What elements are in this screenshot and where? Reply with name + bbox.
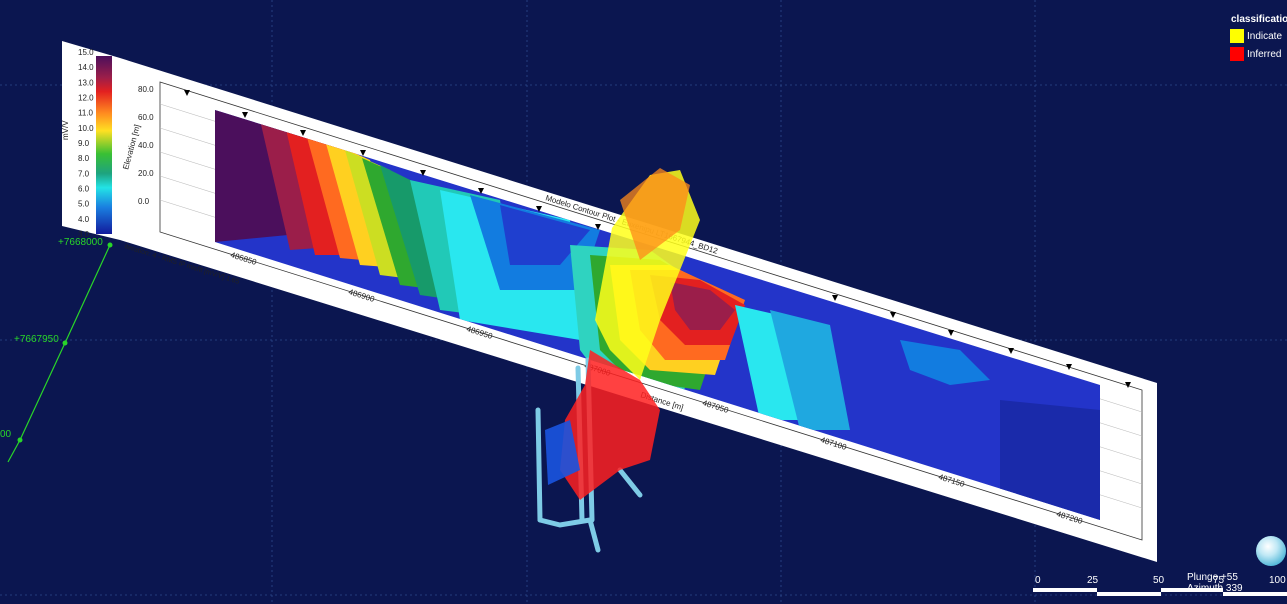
colorbar-tick-label: 12.0 (78, 94, 94, 103)
y-tick-label: 20.0 (138, 169, 154, 178)
plunge-text: Plunge +55 (1187, 572, 1238, 583)
scale-segment (1161, 588, 1223, 592)
scale-tick: 100 (1269, 575, 1286, 586)
y-tick-label: 80.0 (138, 85, 154, 94)
colorbar-tick-label: 11.0 (78, 109, 94, 118)
scale-tick: 25 (1087, 575, 1099, 586)
scale-segment (1097, 592, 1161, 596)
orebody-indicated (595, 168, 700, 380)
colorbar-tick-label: 9.0 (78, 139, 90, 148)
classification-legend: classificatio Indicate Inferred (1229, 14, 1287, 61)
northing-label: 00 (0, 429, 12, 440)
colorbar (96, 56, 112, 234)
scale-tick: 75 (1213, 575, 1225, 586)
colorbar-ticks: 15.0 14.0 13.0 12.0 11.0 10.0 9.0 8.0 7.0 6.0 5.0 4… (78, 48, 94, 239)
colorbar-tick-label: 15.0 (78, 48, 94, 57)
northing-label: +7668000 (58, 237, 103, 248)
y-tick-label: 60.0 (138, 113, 154, 122)
legend-label: Indicate (1247, 30, 1283, 42)
northing-axis: +7668000 +7667950 00 (0, 237, 113, 463)
globe-icon[interactable] (1256, 536, 1286, 566)
legend-item-indicated: Indicate (1230, 29, 1287, 43)
scale-segment (1223, 592, 1287, 596)
colorbar-tick-label: 10.0 (78, 124, 94, 133)
y-axis-ticks: 80.0 60.0 40.0 20.0 0.0 (138, 85, 154, 206)
northing-label: +7667950 (14, 334, 59, 345)
colorbar-unit: mV/V (61, 120, 70, 140)
legend-swatch-inferred (1230, 47, 1244, 61)
colorbar-tick-label: 7.0 (78, 169, 90, 178)
scale-tick: 50 (1153, 575, 1165, 586)
y-tick-label: 0.0 (138, 197, 150, 206)
colorbar-tick-label: 4.0 (78, 215, 90, 224)
legend-title: classificatio (1231, 14, 1287, 25)
colorbar-tick-label: 14.0 (78, 63, 94, 72)
orebody-inferred (545, 350, 660, 500)
y-tick-label: 40.0 (138, 141, 154, 150)
scale-tick: 0 (1035, 575, 1041, 586)
colorbar-panel: 15.0 14.0 13.0 12.0 11.0 10.0 9.0 8.0 7.0 6.0 5.0 4… (61, 41, 120, 240)
scale-bar: 0 25 50 75 100 (1033, 575, 1287, 604)
colorbar-tick-label: 3.0 (78, 230, 90, 239)
colorbar-tick-label: 5.0 (78, 200, 90, 209)
colorbar-tick-label: 8.0 (78, 154, 90, 163)
legend-label: Inferred (1247, 48, 1282, 60)
colorbar-tick-label: 6.0 (78, 185, 90, 194)
legend-item-inferred: Inferred (1230, 47, 1287, 61)
legend-swatch-indicated (1230, 29, 1244, 43)
electrode-markers (184, 90, 1131, 388)
scale-segment (1033, 588, 1097, 592)
colorbar-tick-label: 13.0 (78, 78, 94, 87)
